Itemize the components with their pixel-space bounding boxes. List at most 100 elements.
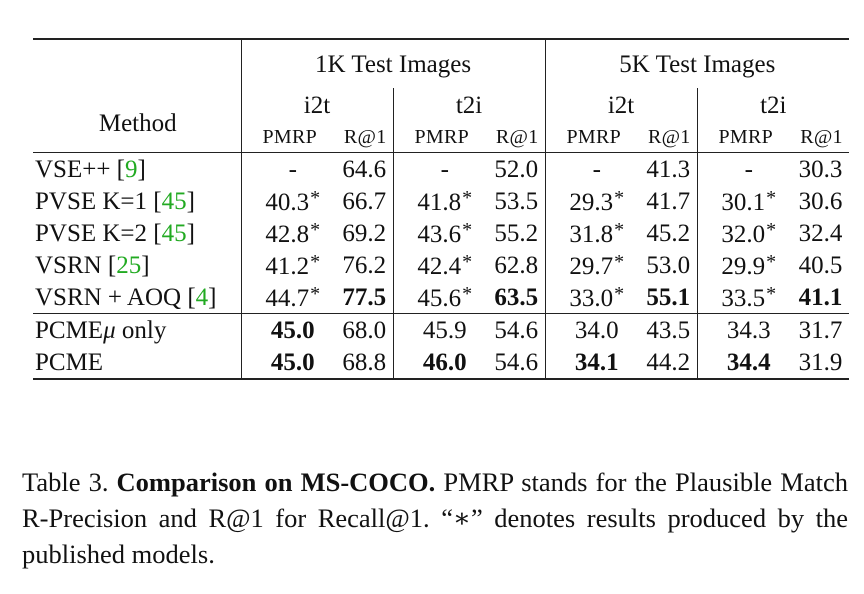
method-name: PVSE K=2 [ <box>35 219 162 247</box>
method-header: Method <box>98 109 177 137</box>
cell-value: 55.2 <box>494 219 539 247</box>
cell-value: 42.8 <box>265 220 310 248</box>
metric-header: R@1 <box>800 126 843 148</box>
citation-bracket: ] <box>186 187 195 215</box>
method-cell: VSRN [25] <box>33 249 241 281</box>
recall-cell: 41.7 <box>642 185 697 217</box>
recall-cell: 53.0 <box>642 249 697 281</box>
citation-link[interactable]: 25 <box>116 251 142 279</box>
published-model-marker: * <box>766 218 777 241</box>
pmrp-cell: 34.1 <box>544 346 643 380</box>
pmrp-cell: 30.1* <box>696 185 795 217</box>
table-row: VSRN [25] 41.2* 76.2 42.4* 62.8 29.7* 53.0 29.9… <box>33 249 849 281</box>
cell-value: 41.8 <box>417 188 462 216</box>
cell-value: 55.1 <box>646 283 691 311</box>
metric-header-row: PMRP R@1 PMRP R@1 PMRP R@1 PMRP R@1 <box>33 122 849 153</box>
direction-header: i2t <box>240 88 393 122</box>
pmrp-cell: 44.7* <box>240 281 338 314</box>
method-cell: PVSE K=2 [45] <box>33 217 241 249</box>
group-5k-header: 5K Test Images <box>544 38 850 88</box>
cell-value: - <box>744 155 753 183</box>
citation-link[interactable]: 9 <box>125 155 138 183</box>
cell-value: 43.5 <box>646 316 691 344</box>
cell-value: 53.5 <box>494 187 539 215</box>
citation-link[interactable]: 45 <box>161 187 187 215</box>
table-row: PCME 45.0 68.8 46.0 54.6 34.1 44.2 34.4 31.9 <box>33 346 850 380</box>
metric-header: R@1 <box>647 126 691 148</box>
cell-value: 31.9 <box>798 348 843 376</box>
table-row: PCMEμ only 45.0 68.0 45.9 54.6 34.0 43.5 34.3 31… <box>33 313 850 346</box>
pmrp-cell: - <box>696 152 795 185</box>
recall-cell: 68.8 <box>338 346 393 380</box>
cell-value: 41.3 <box>646 155 691 183</box>
corner-cell <box>33 38 241 88</box>
published-model-marker: * <box>462 282 473 305</box>
cell-value: 33.0 <box>569 284 614 312</box>
pmrp-cell: 29.9* <box>696 249 795 281</box>
cell-value: 44.2 <box>646 348 691 376</box>
cell-value: 32.0 <box>721 220 766 248</box>
results-table: 1K Test Images 5K Test Images Method i2t… <box>33 38 850 380</box>
recall-cell: 62.8 <box>490 249 545 281</box>
recall-cell: 64.6 <box>338 152 393 185</box>
cell-value: 29.9 <box>721 252 766 280</box>
cell-value: 45.0 <box>270 316 315 344</box>
cell-value: 66.7 <box>342 187 387 215</box>
group-header-row: 1K Test Images 5K Test Images <box>33 38 850 88</box>
recall-cell: 53.5 <box>490 185 545 217</box>
method-cell: VSRN + AOQ [4] <box>33 281 241 314</box>
pmrp-cell: 32.0* <box>696 217 795 249</box>
cell-value: 46.0 <box>422 348 467 376</box>
pmrp-cell: 41.8* <box>392 185 490 217</box>
pmrp-cell: 45.0 <box>240 346 338 380</box>
cell-value: 34.0 <box>574 316 619 344</box>
recall-cell: 45.2 <box>642 217 697 249</box>
cell-value: 52.0 <box>494 155 539 183</box>
cell-value: 29.3 <box>569 188 614 216</box>
cell-value: 45.9 <box>422 316 467 344</box>
method-cell: VSE++ [9] <box>33 152 241 185</box>
cell-value: 30.1 <box>721 188 766 216</box>
cell-value: 40.3 <box>265 188 310 216</box>
direction-header: i2t <box>544 88 698 122</box>
cell-value: 33.5 <box>721 284 766 312</box>
cell-value: 34.1 <box>574 348 619 376</box>
cell-value: 62.8 <box>494 251 539 279</box>
citation-link[interactable]: 4 <box>195 283 209 311</box>
method-name: VSE++ [ <box>35 155 126 183</box>
pmrp-cell: 33.0* <box>544 281 643 314</box>
citation-link[interactable]: 45 <box>161 219 187 247</box>
pmrp-cell: 34.4 <box>696 346 795 380</box>
cell-value: 29.7 <box>569 252 614 280</box>
recall-cell: 32.4 <box>794 217 849 249</box>
method-cell: PCME <box>33 346 241 380</box>
metric-header: PMRP <box>696 122 795 153</box>
caption-title: Comparison on MS-COCO. <box>116 467 436 497</box>
recall-cell: 55.2 <box>490 217 545 249</box>
published-model-marker: * <box>614 186 625 209</box>
published-model-marker: * <box>614 250 625 273</box>
pmrp-cell: 40.3* <box>240 185 338 217</box>
cell-value: 53.0 <box>646 251 691 279</box>
recall-cell: 68.0 <box>338 313 393 346</box>
cell-value: 77.5 <box>342 283 387 311</box>
citation-bracket: ] <box>208 283 217 311</box>
published-model-marker: * <box>310 282 321 305</box>
table-row: VSE++ [9] - 64.6 - 52.0 - 41.3 - 30.3 <box>33 152 850 185</box>
pmrp-cell: 33.5* <box>696 281 795 314</box>
cell-value: 54.6 <box>494 348 539 376</box>
cell-value: 45.6 <box>417 284 462 312</box>
mu-symbol: μ <box>103 316 116 344</box>
pmrp-cell: 42.4* <box>392 249 490 281</box>
cell-value: 31.7 <box>798 316 843 344</box>
recall-cell: 30.6 <box>794 185 849 217</box>
cell-value: 64.6 <box>342 155 387 183</box>
metric-header: PMRP <box>544 122 643 153</box>
recall-cell: 30.3 <box>794 152 850 185</box>
cell-value: 34.3 <box>726 316 771 344</box>
cell-value: 30.3 <box>798 155 843 183</box>
pmrp-cell: 41.2* <box>240 249 338 281</box>
metric-header: R@1 <box>495 126 539 148</box>
published-model-marker: * <box>766 250 777 273</box>
pmrp-cell: 29.3* <box>544 185 643 217</box>
